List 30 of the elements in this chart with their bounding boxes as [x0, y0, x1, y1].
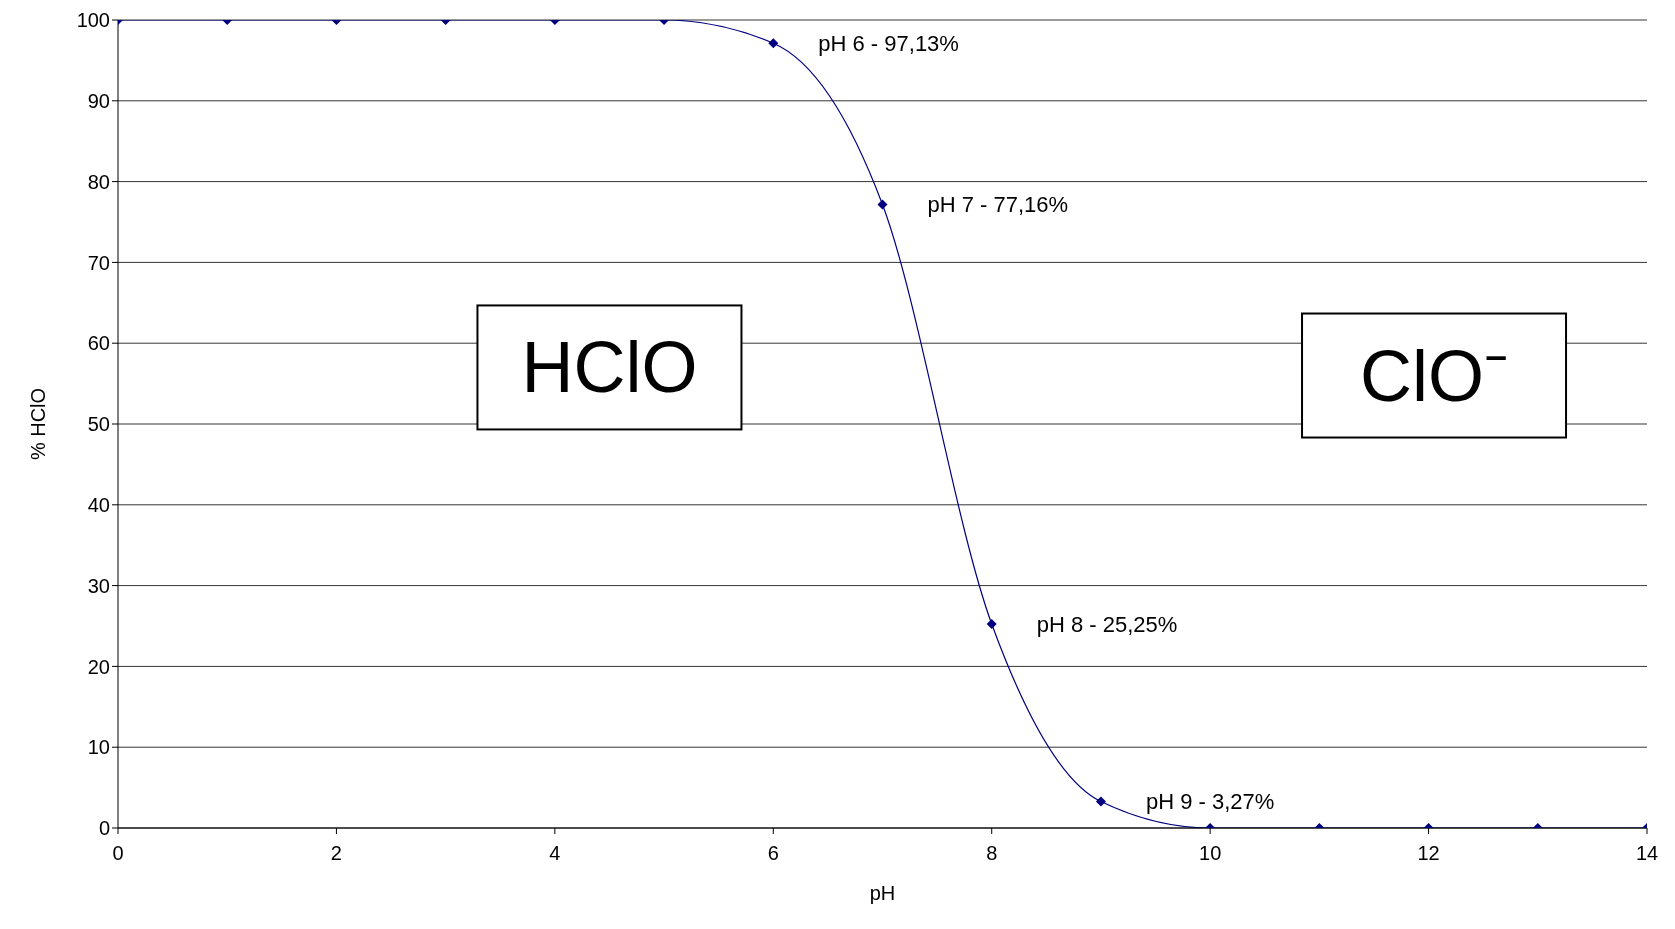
point	[768, 38, 779, 49]
y-tick-label: 50	[87, 413, 110, 436]
x-tick-label: 8	[986, 842, 998, 865]
x-tick-label: 14	[1635, 842, 1659, 865]
y-tick-label: 20	[87, 655, 110, 678]
annotation: pH 6 - 97,13%	[818, 31, 959, 56]
y-tick-label: 80	[87, 170, 110, 193]
y-tick-label: 60	[87, 332, 110, 355]
annotation: pH 7 - 77,16%	[927, 192, 1069, 218]
y-tick-label: 90	[87, 89, 110, 112]
y-axis-title: % HClO	[27, 387, 50, 461]
y-tick-label: 70	[87, 251, 110, 274]
y-tick-label: 0	[98, 817, 110, 840]
annotation: HClO	[521, 327, 698, 408]
y-tick-label: 40	[87, 493, 110, 516]
x-tick-label: 6	[767, 842, 779, 865]
y-tick-label: 10	[87, 736, 110, 759]
point	[986, 618, 997, 629]
annotation: pH 8 - 25,25%	[1036, 611, 1178, 637]
x-tick-label: 0	[112, 842, 124, 865]
annotation: ClO⁻	[1360, 335, 1509, 416]
annotation: pH 9 - 3,27%	[1145, 789, 1275, 815]
x-tick-label: 4	[549, 842, 561, 865]
x-tick-label: 12	[1417, 842, 1440, 865]
point	[877, 199, 888, 210]
x-tick-label: 10	[1199, 842, 1222, 865]
x-tick-label: 2	[330, 842, 342, 865]
y-tick-label: 30	[87, 574, 110, 597]
x-axis-title: pH	[869, 882, 896, 904]
y-tick-label: 100	[76, 9, 110, 32]
